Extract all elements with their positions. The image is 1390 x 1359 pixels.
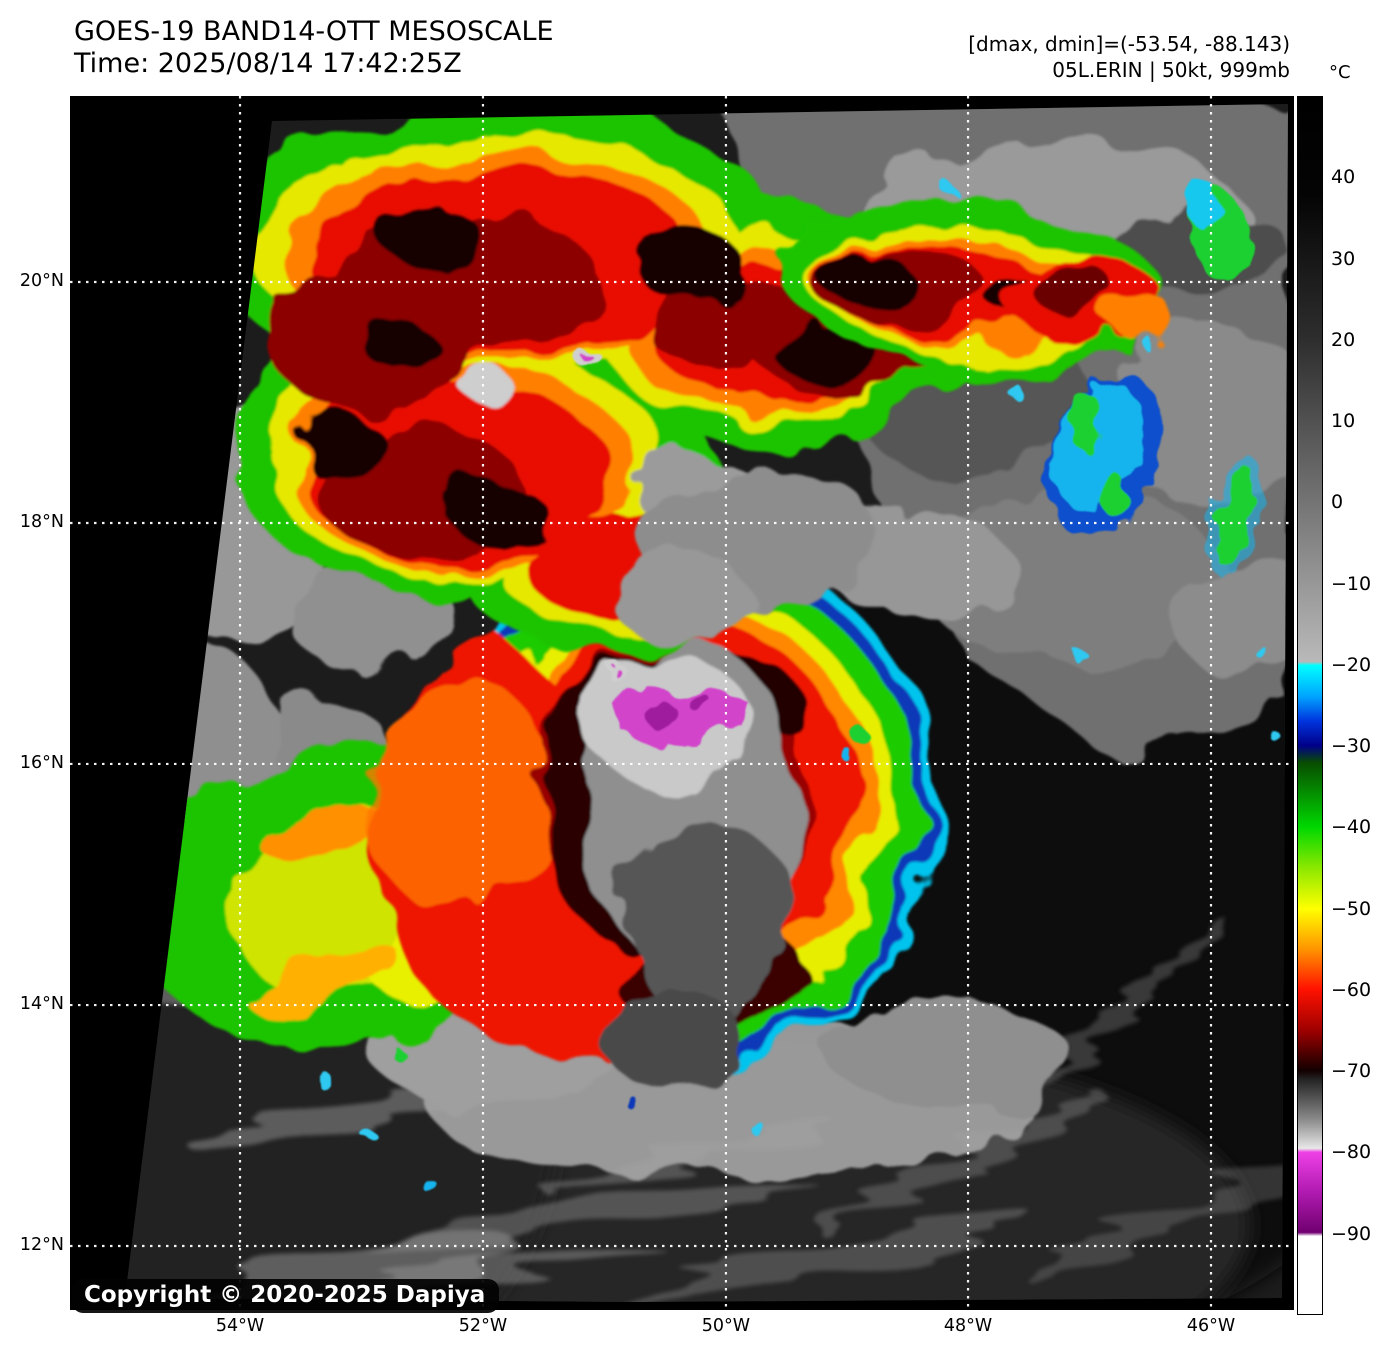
- colorbar-tick-label: 30: [1331, 247, 1356, 270]
- overshooting-tops: [604, 662, 746, 750]
- colorbar-tick-label: −40: [1331, 816, 1372, 839]
- page-title: GOES-19 BAND14-OTT MESOSCALE: [74, 16, 554, 47]
- lat-tick-label: 20°N: [19, 270, 64, 291]
- lon-tick-label: 54°W: [215, 1316, 265, 1336]
- copyright-badge: Copyright © 2020-2025 Dapiya: [72, 1279, 500, 1313]
- colorbar-unit-label: °C: [1329, 62, 1351, 83]
- colorbar-tick-label: −50: [1331, 897, 1372, 920]
- colorbar-tick-label: −70: [1331, 1060, 1372, 1083]
- info-block: [dmax, dmin]=(-53.54, -88.143) 05L.ERIN …: [968, 31, 1290, 83]
- colorbar-tick-label: 0: [1331, 491, 1344, 514]
- lat-tick-label: 14°N: [19, 994, 64, 1015]
- colorbar-tick-label: −10: [1331, 572, 1372, 595]
- graticule: [70, 96, 1294, 1310]
- lat-tick-label: 12°N: [19, 1235, 64, 1256]
- southwest-specks: [312, 1050, 767, 1193]
- colorbar-tick-label: −90: [1331, 1222, 1372, 1245]
- gray-gap: [610, 464, 880, 642]
- data-swath: [125, 104, 1288, 1302]
- colorbar-tick-label: 10: [1331, 410, 1356, 433]
- colorbar-tick-label: −60: [1331, 978, 1372, 1001]
- satellite-imagery: [70, 96, 1294, 1310]
- lat-tick-label: 16°N: [19, 752, 64, 773]
- title-block: GOES-19 BAND14-OTT MESOSCALE Time: 2025/…: [74, 16, 554, 80]
- lon-tick-label: 48°W: [943, 1316, 993, 1336]
- lon-tick-label: 52°W: [458, 1316, 508, 1336]
- colorbar-tick-label: −20: [1331, 653, 1372, 676]
- east-convective-band: [780, 199, 1183, 373]
- lon-tick-label: 46°W: [1186, 1316, 1236, 1336]
- colorbar-tick-label: 20: [1331, 328, 1356, 351]
- colorbar-tick-label: −30: [1331, 735, 1372, 758]
- storm-info: 05L.ERIN | 50kt, 999mb: [1052, 58, 1290, 82]
- north-complex-speck: [575, 348, 601, 368]
- satellite-map-canvas: [70, 96, 1294, 1310]
- colorbar: [1297, 96, 1323, 1315]
- colorbar-tick-label: 40: [1331, 166, 1356, 189]
- colorbar-tick-label: −80: [1331, 1141, 1372, 1164]
- lat-tick-label: 18°N: [19, 511, 64, 532]
- timestamp: Time: 2025/08/14 17:42:25Z: [74, 47, 462, 79]
- lon-tick-label: 50°W: [701, 1316, 751, 1336]
- dmax-dmin-readout: [dmax, dmin]=(-53.54, -88.143): [968, 32, 1290, 56]
- cirrus-wisps: [125, 918, 1288, 1302]
